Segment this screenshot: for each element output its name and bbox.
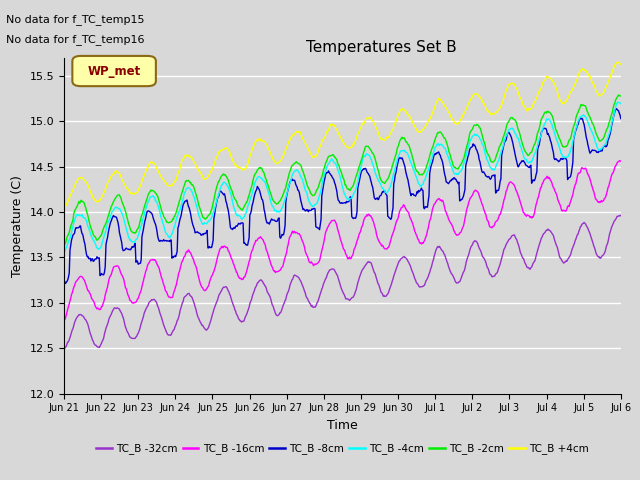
- TC_B -32cm: [60, 346, 68, 351]
- TC_B +4cm: [617, 61, 625, 67]
- TC_B +4cm: [319, 138, 326, 144]
- TC_B -4cm: [60, 250, 68, 255]
- TC_B -8cm: [298, 204, 306, 209]
- TC_B -4cm: [460, 162, 467, 168]
- TC_B -32cm: [617, 213, 625, 218]
- X-axis label: Time: Time: [327, 419, 358, 432]
- TC_B -16cm: [63, 312, 70, 318]
- TC_B -16cm: [60, 318, 68, 324]
- TC_B -32cm: [298, 280, 305, 286]
- TC_B -8cm: [60, 278, 68, 284]
- TC_B -32cm: [63, 343, 70, 349]
- TC_B -8cm: [63, 278, 71, 284]
- TC_B -8cm: [474, 150, 481, 156]
- TC_B -32cm: [319, 285, 326, 290]
- TC_B -4cm: [138, 221, 146, 227]
- TC_B +4cm: [63, 202, 70, 208]
- TC_B -16cm: [319, 245, 326, 251]
- TC_B +4cm: [614, 60, 621, 65]
- TC_B +4cm: [138, 178, 146, 184]
- Line: TC_B -16cm: TC_B -16cm: [64, 161, 621, 321]
- TC_B -32cm: [473, 240, 481, 245]
- Line: TC_B -2cm: TC_B -2cm: [64, 95, 621, 246]
- Line: TC_B -32cm: TC_B -32cm: [64, 216, 621, 348]
- TC_B +4cm: [473, 91, 481, 97]
- TC_B -8cm: [61, 281, 69, 287]
- Line: TC_B +4cm: TC_B +4cm: [64, 62, 621, 210]
- FancyBboxPatch shape: [72, 56, 156, 86]
- TC_B -8cm: [612, 106, 620, 111]
- Legend: TC_B -32cm, TC_B -16cm, TC_B -8cm, TC_B -4cm, TC_B -2cm, TC_B +4cm: TC_B -32cm, TC_B -16cm, TC_B -8cm, TC_B …: [92, 439, 593, 458]
- TC_B -32cm: [138, 318, 146, 324]
- TC_B -2cm: [617, 93, 625, 99]
- TC_B +4cm: [460, 112, 467, 118]
- TC_B -4cm: [473, 132, 481, 137]
- TC_B -16cm: [460, 223, 467, 229]
- TC_B -8cm: [139, 230, 147, 236]
- TC_B -4cm: [614, 99, 621, 105]
- TC_B -16cm: [617, 158, 625, 164]
- TC_B -2cm: [138, 212, 146, 218]
- TC_B -2cm: [63, 238, 70, 243]
- TC_B -4cm: [319, 179, 326, 185]
- TC_B -16cm: [138, 284, 146, 290]
- TC_B -8cm: [617, 116, 625, 121]
- Line: TC_B -4cm: TC_B -4cm: [64, 102, 621, 252]
- TC_B +4cm: [60, 207, 68, 213]
- Text: No data for f_TC_temp16: No data for f_TC_temp16: [6, 34, 145, 45]
- TC_B -16cm: [298, 236, 305, 241]
- TC_B -2cm: [298, 165, 305, 170]
- TC_B -2cm: [60, 243, 68, 249]
- TC_B -2cm: [473, 121, 481, 127]
- Y-axis label: Temperature (C): Temperature (C): [11, 175, 24, 276]
- TC_B -16cm: [616, 158, 624, 164]
- TC_B -2cm: [460, 156, 467, 162]
- Title: Temperatures Set B: Temperatures Set B: [306, 40, 457, 55]
- Text: WP_met: WP_met: [88, 64, 141, 78]
- Text: No data for f_TC_temp15: No data for f_TC_temp15: [6, 14, 145, 25]
- TC_B -2cm: [614, 92, 622, 98]
- Line: TC_B -8cm: TC_B -8cm: [64, 108, 621, 284]
- TC_B -4cm: [617, 101, 625, 107]
- TC_B -2cm: [319, 172, 326, 178]
- TC_B -32cm: [460, 269, 467, 275]
- TC_B -8cm: [319, 183, 327, 189]
- TC_B -4cm: [298, 175, 305, 181]
- TC_B +4cm: [298, 133, 305, 139]
- TC_B -8cm: [460, 190, 468, 196]
- TC_B -4cm: [63, 245, 70, 251]
- TC_B -16cm: [473, 188, 481, 194]
